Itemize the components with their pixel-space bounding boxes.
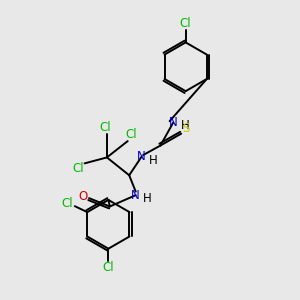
Text: O: O: [78, 190, 87, 203]
Text: N: N: [169, 116, 178, 129]
Text: Cl: Cl: [72, 162, 84, 175]
Text: N: N: [131, 189, 140, 202]
Text: H: H: [143, 192, 152, 205]
Text: H: H: [149, 154, 158, 166]
Text: Cl: Cl: [103, 261, 114, 274]
Text: Cl: Cl: [61, 197, 73, 210]
Text: Cl: Cl: [125, 128, 137, 141]
Text: S: S: [182, 122, 190, 135]
Text: Cl: Cl: [100, 121, 111, 134]
Text: H: H: [181, 119, 189, 132]
Text: Cl: Cl: [180, 17, 191, 30]
Text: N: N: [137, 150, 146, 163]
